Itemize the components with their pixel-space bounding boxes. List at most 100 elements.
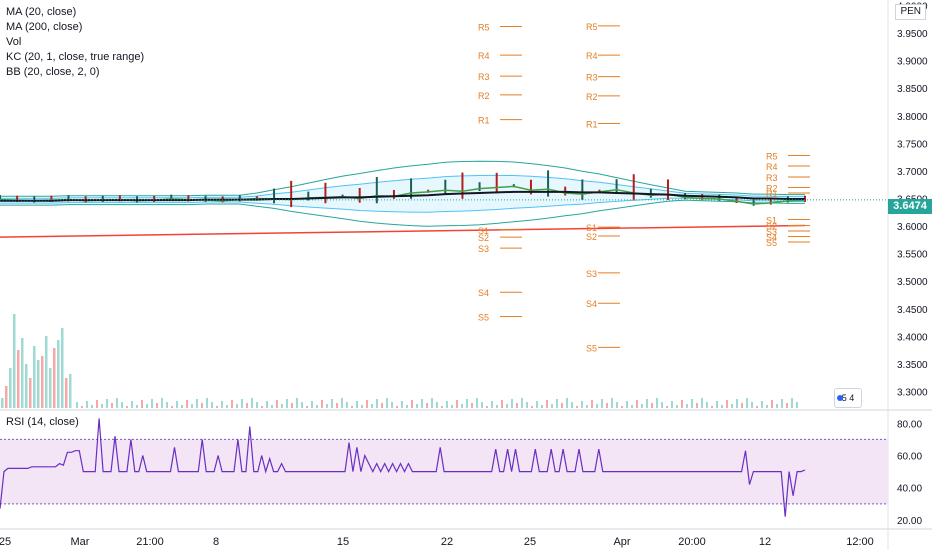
volume-bar (356, 401, 358, 408)
volume-bar (426, 403, 428, 408)
pivot-label: S4 (586, 299, 597, 309)
legend-bollinger[interactable]: BB (20, close, 2, 0) (6, 66, 100, 78)
volume-bar (436, 402, 438, 408)
volume-bar (311, 401, 313, 408)
volume-bar (401, 401, 403, 408)
ma200-line (0, 224, 806, 238)
volume-bar (666, 406, 668, 408)
volume-bar (346, 402, 348, 408)
volume-bar (536, 401, 538, 408)
pivot-label: R5 (766, 151, 778, 161)
volume-bar (691, 399, 693, 408)
currency-badge[interactable]: PEN (895, 4, 926, 20)
volume-bar (231, 400, 233, 408)
volume-bar (641, 404, 643, 408)
volume-bar (551, 404, 553, 408)
pivot-label: S3 (766, 227, 777, 237)
pivot-label: S4 (766, 233, 777, 243)
volume-bar (381, 403, 383, 408)
y-tick-label: 3.6000 (897, 222, 928, 233)
volume-bar (276, 400, 278, 408)
legend-ma20[interactable]: MA (20, close) (6, 6, 77, 18)
volume-bar (246, 403, 248, 408)
x-tick-label: 8 (213, 536, 219, 548)
volume-bar (491, 401, 493, 408)
volume-bar (211, 402, 213, 408)
sessions-badge[interactable]: 5 4 (834, 388, 862, 408)
volume-bar (371, 404, 373, 408)
pivot-label: R2 (586, 92, 598, 102)
pivot-label: S1 (478, 226, 489, 236)
volume-bar (251, 398, 253, 408)
y-tick-label: 3.3500 (897, 360, 928, 371)
volume-bar (631, 405, 633, 408)
volume-bar (21, 338, 24, 408)
pivot-label: R1 (766, 189, 778, 199)
volume-bar (706, 402, 708, 408)
volume-bar (261, 406, 263, 408)
volume-bar (191, 404, 193, 408)
y-tick-label: 3.5000 (897, 277, 928, 288)
volume-bar (556, 399, 558, 408)
rsi-tick-label: 40.00 (897, 484, 922, 495)
volume-bar (566, 398, 568, 408)
volume-bar (286, 399, 288, 408)
volume-bar (296, 398, 298, 408)
y-tick-label: 3.8000 (897, 112, 928, 123)
volume-bar (291, 403, 293, 408)
volume-bar (481, 402, 483, 408)
legend-ma200[interactable]: MA (200, close) (6, 21, 83, 33)
volume-bar (9, 368, 12, 408)
bb-upper (0, 174, 805, 199)
volume-bar (61, 328, 64, 408)
volume-bar (256, 402, 258, 408)
volume-bar (786, 403, 788, 408)
volume-bar (541, 405, 543, 408)
pivot-label: R4 (478, 51, 490, 61)
rsi-tick-label: 60.00 (897, 452, 922, 463)
volume-bar (316, 405, 318, 408)
volume-bar (621, 406, 623, 408)
volume-bar (506, 404, 508, 408)
volume-bar (106, 399, 108, 408)
volume-bar (496, 405, 498, 408)
pivot-label: R1 (478, 116, 490, 126)
pivot-label: R3 (586, 73, 598, 83)
volume-bar (111, 403, 113, 408)
volume-bar (591, 400, 593, 408)
volume-bar (441, 406, 443, 408)
volume-bar (546, 400, 548, 408)
pivot-label: R1 (586, 120, 598, 130)
volume-bar (416, 404, 418, 408)
x-tick-label: 21:00 (136, 536, 164, 548)
volume-bar (29, 378, 32, 408)
volume-bar (101, 404, 103, 408)
volume-bar (136, 405, 138, 408)
x-tick-label: Mar (71, 536, 90, 548)
volume-bar (751, 402, 753, 408)
volume-bar (386, 398, 388, 408)
x-tick-label: 12 (759, 536, 771, 548)
volume-bar (471, 403, 473, 408)
volume-bar (526, 402, 528, 408)
volume-bar (69, 374, 72, 408)
volume-bar (57, 340, 60, 408)
y-tick-label: 3.9500 (897, 29, 928, 40)
rsi-legend[interactable]: RSI (14, close) (6, 416, 79, 428)
pivot-label: R4 (586, 51, 598, 61)
volume-bar (91, 405, 93, 408)
legend-volume[interactable]: Vol (6, 36, 22, 48)
volume-bar (576, 406, 578, 408)
volume-bar (741, 403, 743, 408)
volume-bar (266, 401, 268, 408)
volume-bar (151, 399, 153, 408)
volume-bar (181, 405, 183, 408)
legend-keltner[interactable]: KC (20, 1, close, true range) (6, 51, 145, 63)
pivot-label: R2 (766, 183, 778, 193)
volume-bar (636, 400, 638, 408)
volume-bar (45, 336, 48, 408)
volume-bar (361, 405, 363, 408)
volume-bar (116, 398, 118, 408)
volume-bar (206, 398, 208, 408)
